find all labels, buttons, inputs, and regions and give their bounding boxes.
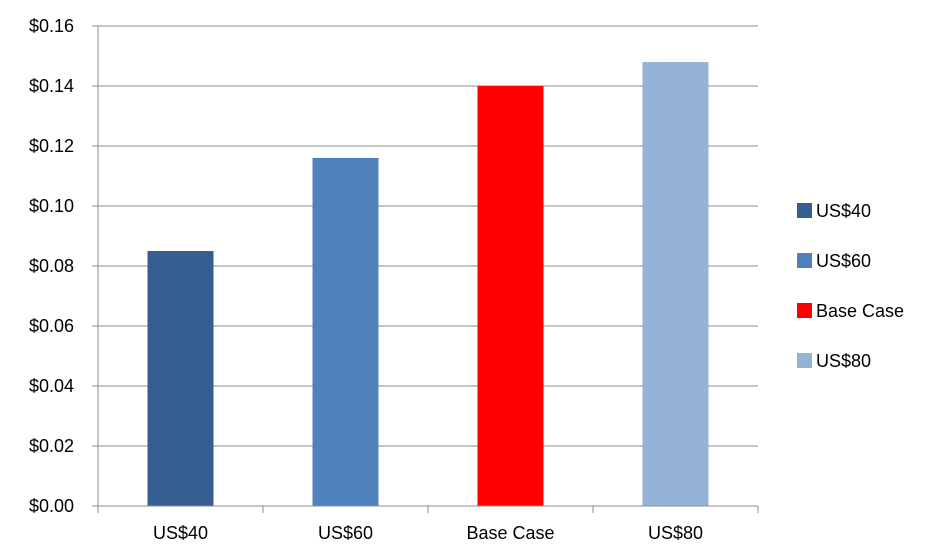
bar (312, 158, 379, 506)
y-tick-label: $0.10 (29, 196, 74, 216)
x-tick-label: US$40 (153, 523, 208, 543)
y-tick-label: $0.08 (29, 256, 74, 276)
bar (642, 62, 709, 506)
x-tick-label: US$80 (648, 523, 703, 543)
y-tick-label: $0.12 (29, 136, 74, 156)
bars (147, 62, 709, 506)
bar (477, 86, 544, 506)
legend-swatch (797, 253, 812, 268)
x-tick-labels: US$40 US$60 Base Case US$80 (153, 523, 703, 543)
x-tick-label: US$60 (318, 523, 373, 543)
legend-label: US$60 (816, 251, 871, 271)
legend-swatch (797, 353, 812, 368)
y-tick-label: $0.04 (29, 376, 74, 396)
y-tick-label: $0.14 (29, 76, 74, 96)
axes (92, 25, 759, 513)
y-tick-label: $0.02 (29, 436, 74, 456)
y-tick-labels: $0.00 $0.02 $0.04 $0.06 $0.08 $0.10 $0.12 $0.14… (29, 16, 74, 516)
legend-label: Base Case (816, 301, 904, 321)
y-tick-label: $0.06 (29, 316, 74, 336)
legend-label: US$40 (816, 201, 871, 221)
legend-label: US$80 (816, 351, 871, 371)
legend-swatch (797, 303, 812, 318)
legend-swatch (797, 203, 812, 218)
x-tick-label: Base Case (466, 523, 554, 543)
bar (147, 251, 214, 506)
legend: US$40 US$60 Base Case US$80 (797, 201, 904, 371)
y-tick-label: $0.16 (29, 16, 74, 36)
y-tick-label: $0.00 (29, 496, 74, 516)
